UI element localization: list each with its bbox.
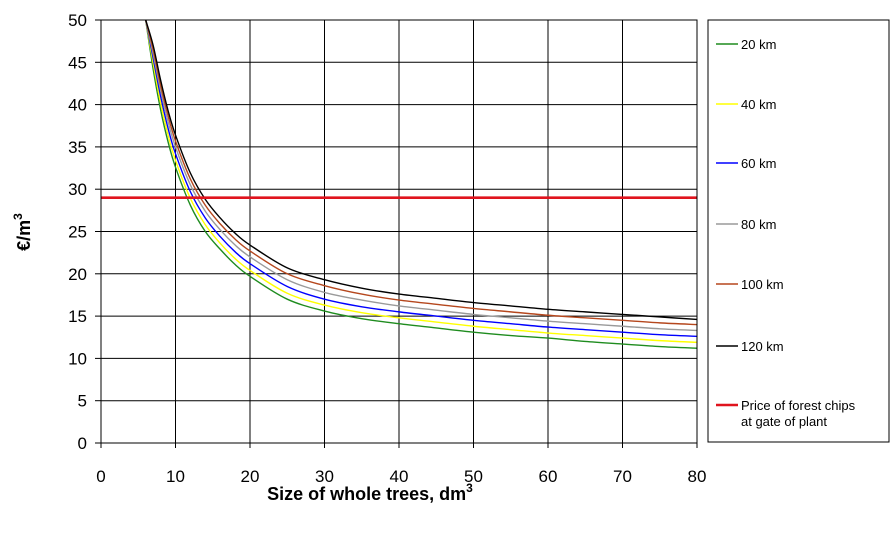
legend-label-5: 100 km xyxy=(741,277,784,292)
y-tick-label: 30 xyxy=(68,180,87,199)
legend: 20 km 40 km 60 km 80 km 100 km 120 km Price of… xyxy=(716,37,856,429)
series-line-2 xyxy=(145,19,698,344)
y-tick-label: 35 xyxy=(68,138,87,157)
y-tick-label: 10 xyxy=(68,349,87,368)
legend-label-1: 20 km xyxy=(741,37,776,52)
y-tick-label: 0 xyxy=(78,434,87,453)
x-tick-label: 60 xyxy=(539,467,558,486)
legend-label-reference-line1: Price of forest chips xyxy=(741,398,856,413)
legend-box xyxy=(707,19,890,443)
x-tick-label: 30 xyxy=(315,467,334,486)
y-tick-label: 20 xyxy=(68,265,87,284)
series-line-1 xyxy=(145,19,698,349)
legend-label-2: 40 km xyxy=(741,97,776,112)
y-tick-label: 45 xyxy=(68,53,87,72)
legend-label-3: 60 km xyxy=(741,156,776,171)
ticks: 0 10 20 30 40 50 60 70 80 0 5 10 15 20 25 30 35 40 45 50 xyxy=(68,11,706,486)
x-tick-label: 80 xyxy=(688,467,707,486)
x-tick-label: 40 xyxy=(390,467,409,486)
series-line-6 xyxy=(145,19,698,321)
y-tick-label: 5 xyxy=(78,392,87,411)
x-tick-label: 20 xyxy=(241,467,260,486)
x-axis-title: Size of whole trees, dm3 xyxy=(267,481,473,504)
y-tick-label: 15 xyxy=(68,307,87,326)
y-tick-label: 25 xyxy=(68,223,87,242)
legend-label-4: 80 km xyxy=(741,217,776,232)
series-line-3 xyxy=(145,19,698,338)
legend-label-6: 120 km xyxy=(741,339,784,354)
x-tick-label: 70 xyxy=(613,467,632,486)
y-axis-title: €/m3 xyxy=(11,213,34,251)
x-tick-label: 10 xyxy=(166,467,185,486)
series-line-5 xyxy=(145,19,698,326)
grid xyxy=(101,20,697,443)
y-tick-label: 40 xyxy=(68,96,87,115)
legend-label-reference-line2: at gate of plant xyxy=(741,414,827,429)
x-tick-label: 0 xyxy=(96,467,105,486)
x-tick-label: 50 xyxy=(464,467,483,486)
series-line-4 xyxy=(145,19,698,332)
plot-lines xyxy=(101,19,698,349)
y-tick-label: 50 xyxy=(68,11,87,30)
